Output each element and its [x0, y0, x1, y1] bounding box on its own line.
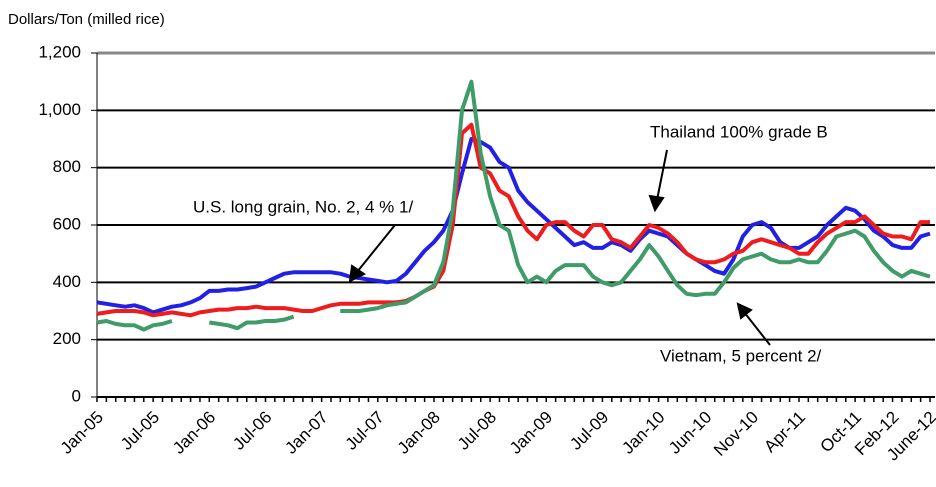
y-axis-title: Dollars/Ton (milled rice): [8, 11, 165, 28]
x-tick-label: Jul-07: [342, 408, 388, 454]
arrow: [356, 224, 396, 273]
x-tick-label: Jan-05: [57, 408, 107, 458]
x-tick-label: Jul-08: [454, 408, 500, 454]
series-line: [96, 122, 930, 318]
x-tick-label: Jan-08: [394, 408, 444, 458]
y-tick-label: 1,000: [38, 100, 81, 119]
y-tick-label: 600: [53, 214, 81, 233]
series-annotation: Thailand 100% grade B: [650, 122, 828, 141]
arrow-head: [648, 194, 665, 213]
y-tick-label: 400: [53, 272, 81, 291]
x-tick-label: Jan-07: [281, 408, 331, 458]
annotation-arrows: [348, 149, 771, 346]
y-tick-label: 200: [53, 329, 81, 348]
series-line: [96, 79, 931, 332]
x-tick-label: Jun-10: [665, 408, 715, 458]
series-annotation: Vietnam, 5 percent 2/: [660, 346, 822, 365]
y-tick-label: 1,200: [38, 42, 81, 61]
arrow: [743, 311, 771, 346]
y-tick-label: 0: [72, 386, 81, 405]
x-tick-label: Jul-06: [229, 408, 275, 454]
arrow-head: [348, 264, 366, 283]
x-tick-label: Jul-05: [117, 408, 163, 454]
arrow: [656, 149, 668, 201]
x-tick-label: Jan-09: [506, 408, 556, 458]
arrow-head: [736, 302, 753, 320]
x-tick-label: Apr-11: [760, 408, 809, 457]
x-tick-label: Jan-10: [618, 408, 668, 458]
x-tick-label: Jan-06: [169, 408, 219, 458]
y-tick-label: 800: [53, 157, 81, 176]
x-tick-label: Nov-10: [710, 408, 762, 460]
x-tick-label: Jul-09: [566, 408, 612, 454]
series-annotation: U.S. long grain, No. 2, 4 % 1/: [193, 197, 413, 216]
